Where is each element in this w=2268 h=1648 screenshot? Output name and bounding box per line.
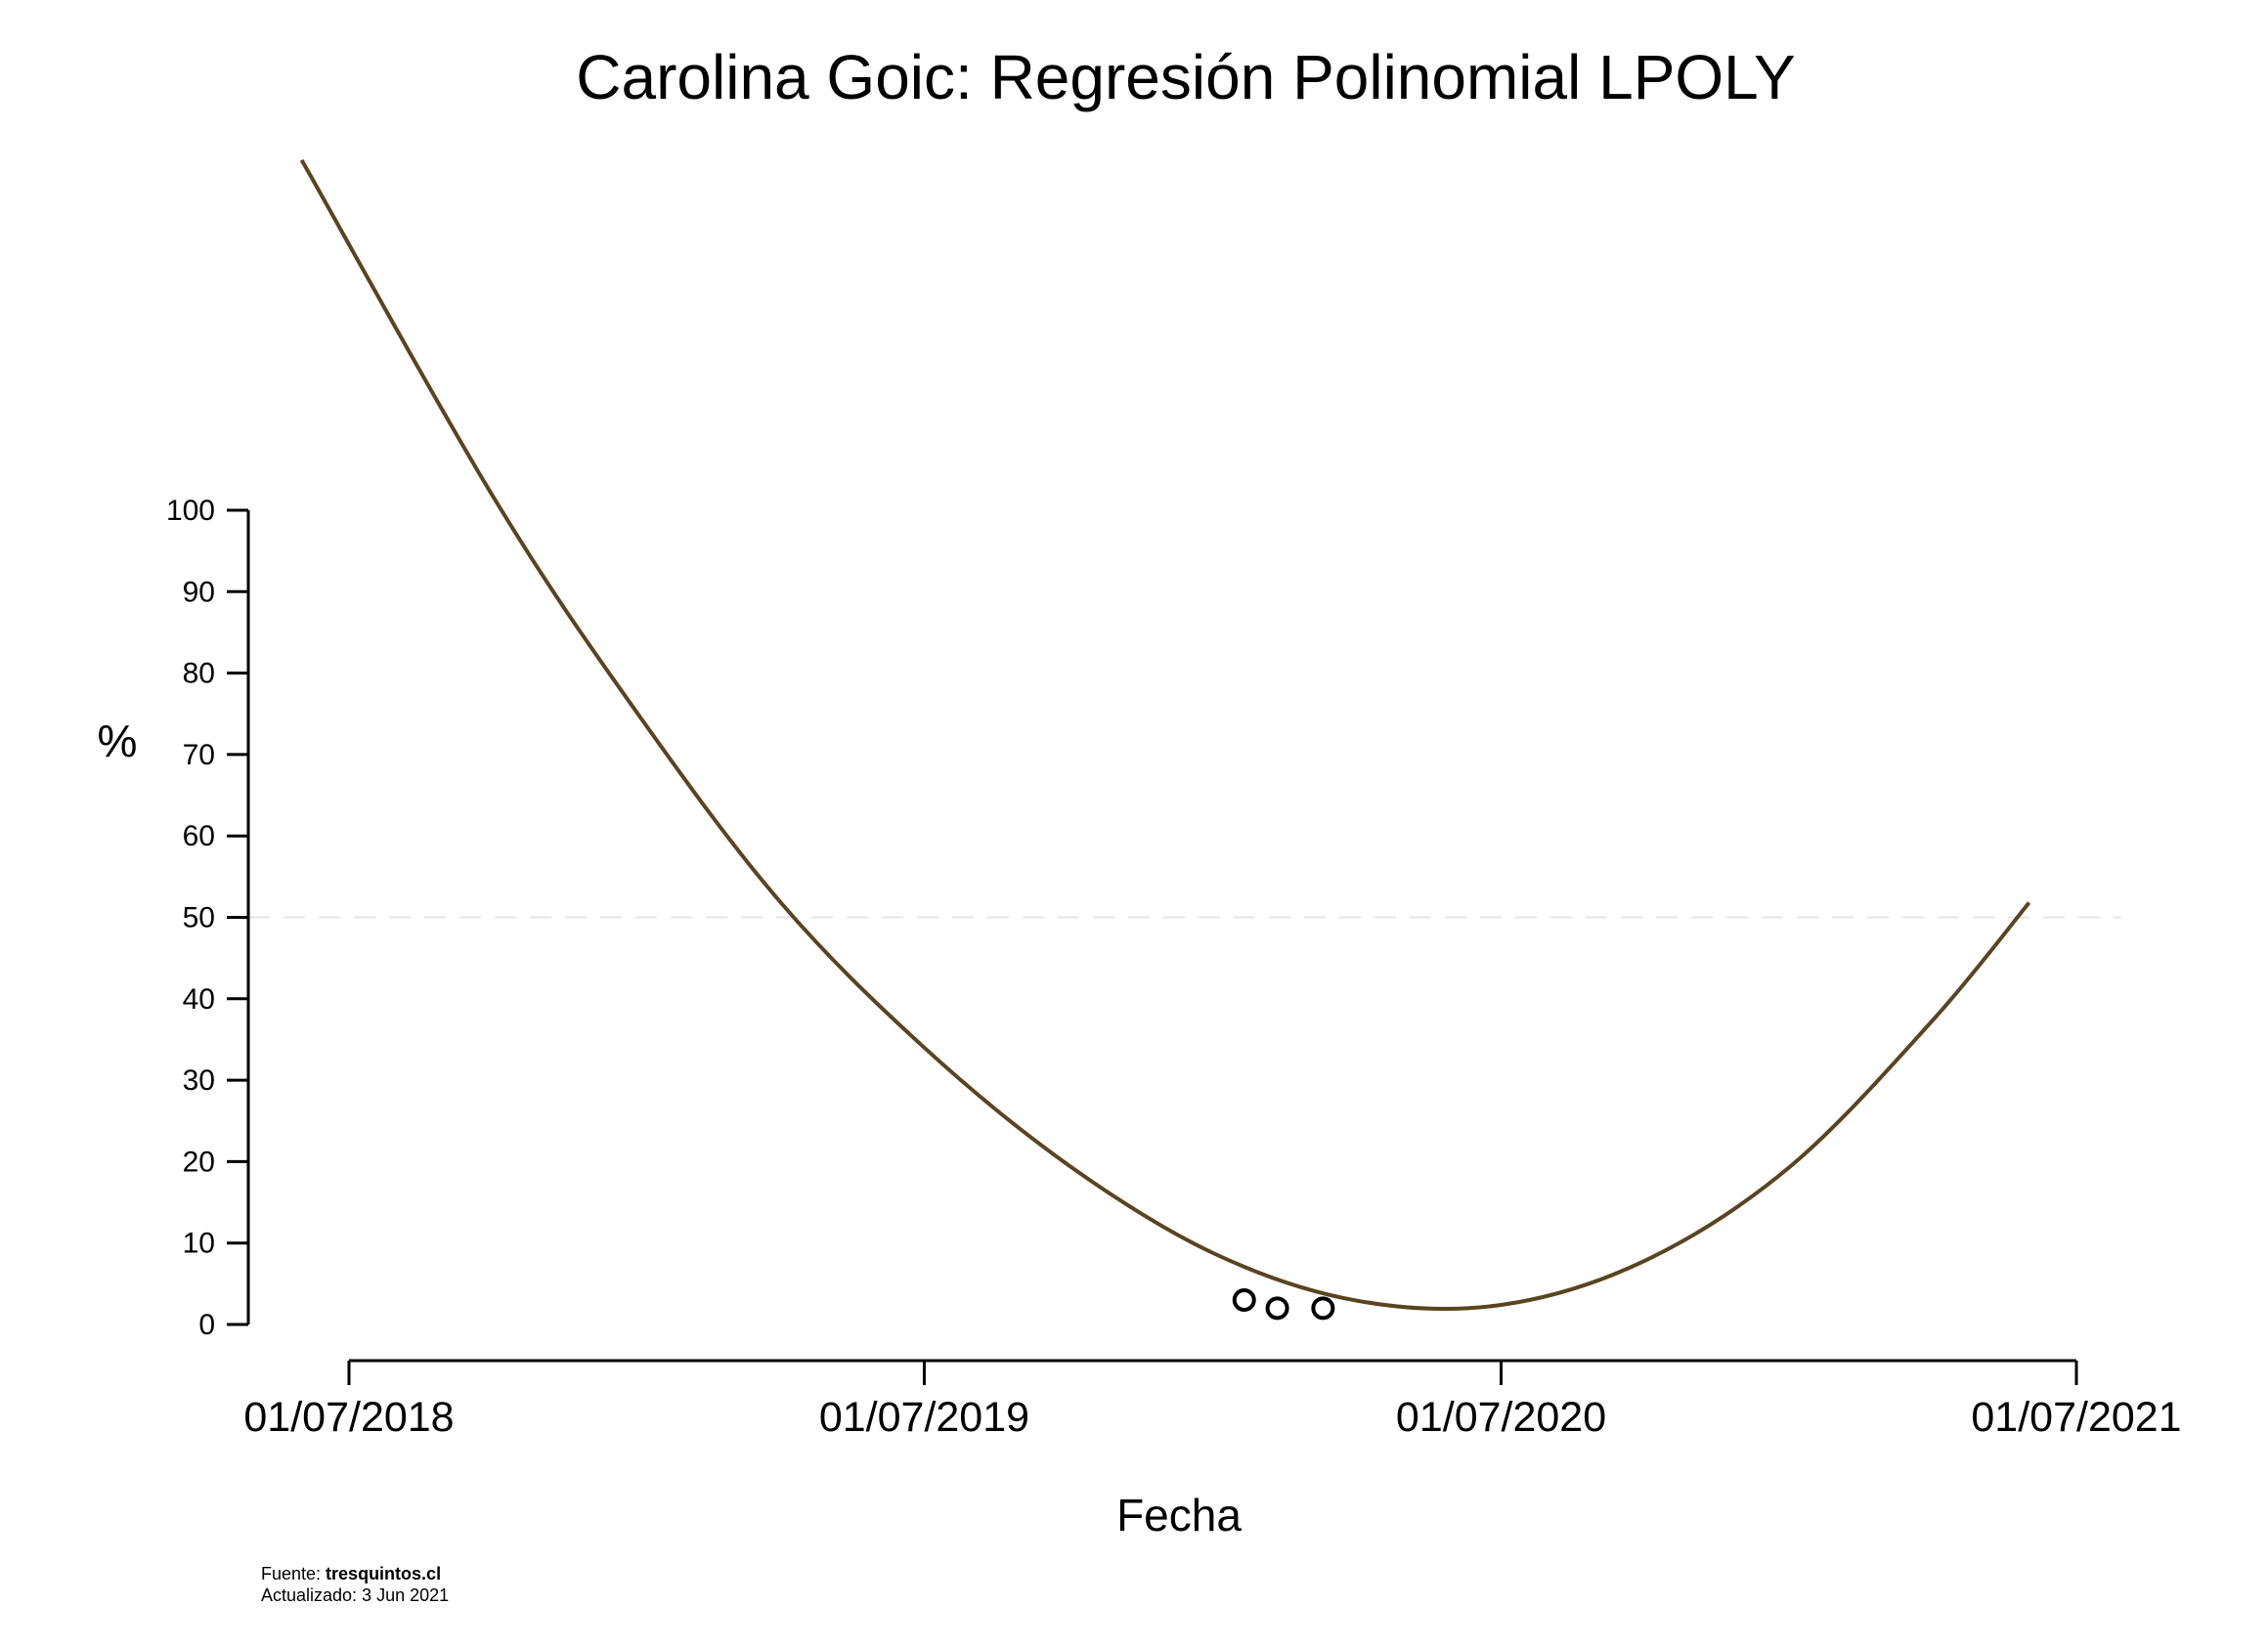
y-tick-label: 90: [183, 576, 215, 608]
footer-source-link[interactable]: tresquintos.cl: [326, 1564, 442, 1583]
y-tick-label: 50: [183, 902, 215, 934]
x-tick-label: 01/07/2019: [819, 1394, 1029, 1441]
x-tick-label: 01/07/2021: [1971, 1394, 2181, 1441]
y-tick-label: 0: [198, 1309, 215, 1341]
chart-title: Carolina Goic: Regresión Polinomial LPOL…: [576, 42, 1795, 112]
y-axis-ticks: 0 10 20 30 40 50 60 70 80 90 100: [166, 495, 248, 1341]
y-tick-label: 60: [183, 820, 215, 852]
x-axis-title: Fecha: [1116, 1490, 1242, 1540]
y-tick-label: 20: [183, 1146, 215, 1178]
y-axis-title: %: [98, 716, 138, 766]
footer-updated: Actualizado: 3 Jun 2021: [261, 1585, 450, 1605]
data-point: [1232, 1288, 1256, 1313]
data-point: [1265, 1296, 1289, 1321]
x-tick-label: 01/07/2020: [1396, 1394, 1606, 1441]
data-point: [1311, 1296, 1335, 1321]
footer-source: Fuente: tresquintos.cl: [261, 1563, 441, 1584]
y-tick-label: 10: [183, 1228, 215, 1260]
y-tick-label: 80: [183, 658, 215, 690]
x-tick-label: 01/07/2018: [243, 1394, 454, 1441]
y-tick-label: 40: [183, 983, 215, 1016]
y-tick-label: 30: [183, 1064, 215, 1097]
footer-source-label: Fuente:: [261, 1564, 327, 1583]
x-axis-ticks: 01/07/2018 01/07/2019 01/07/2020 01/07/2021: [243, 1361, 2182, 1441]
series-line-lpoly: [299, 158, 2031, 1312]
y-tick-label: 70: [183, 739, 215, 771]
y-tick-label: 100: [166, 495, 215, 527]
plot-area: [299, 158, 2031, 1321]
